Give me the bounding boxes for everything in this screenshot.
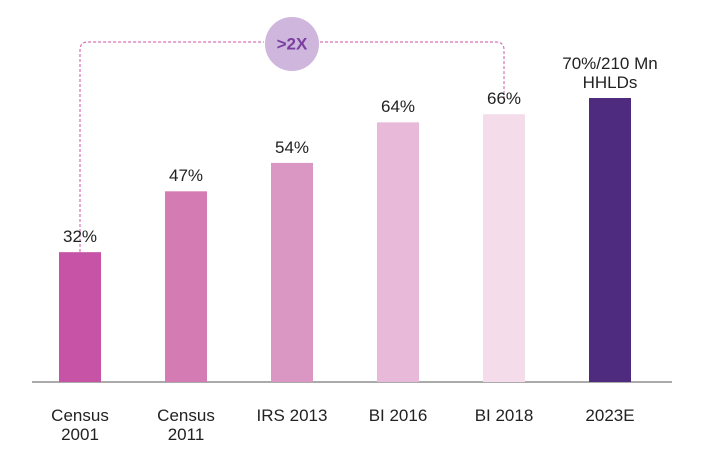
annotation-circle: [265, 17, 319, 71]
value-label: 66%: [486, 89, 522, 109]
x-tick-label: BI 2016: [368, 406, 428, 425]
x-tick-label: Census 2001: [51, 406, 109, 444]
value-label: 64%: [380, 97, 416, 117]
value-label: 47%: [168, 166, 204, 186]
value-label: 54%: [274, 137, 310, 157]
bracket: [79, 41, 505, 262]
annotation: >2X: [277, 34, 308, 53]
x-tick-label: 2023E: [585, 406, 635, 425]
bar: [483, 114, 525, 382]
bar: [377, 122, 419, 382]
x-tick-label: IRS 2013: [256, 406, 328, 425]
x-tick-label: Census 2011: [157, 406, 215, 444]
x-tick-label: BI 2018: [474, 406, 534, 425]
bar: [165, 191, 207, 382]
bar: [589, 98, 631, 382]
bar: [59, 252, 101, 382]
bar: [271, 162, 313, 382]
value-label: 70%/210 Mn HHLDs: [562, 54, 658, 92]
value-label: 32%: [62, 227, 98, 247]
